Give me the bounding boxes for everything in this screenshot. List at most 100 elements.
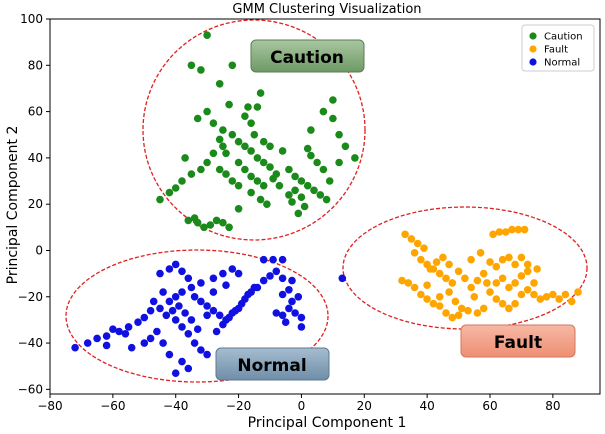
fault-point (511, 279, 519, 287)
normal-point (209, 274, 218, 283)
fault-point (451, 297, 460, 306)
caution-point (253, 103, 262, 111)
normal-point (171, 316, 180, 324)
caution-point (200, 223, 208, 232)
fault-point (530, 290, 538, 299)
fault-point (511, 299, 519, 308)
fault-point (489, 230, 497, 239)
caution-point (228, 61, 237, 70)
normal-point (209, 306, 218, 315)
fault-point (498, 274, 507, 283)
normal-point (219, 320, 227, 329)
normal-point (184, 330, 193, 338)
caution-point (215, 135, 224, 144)
normal-point (219, 269, 227, 278)
fault-point (470, 293, 479, 301)
fault-point (511, 260, 519, 269)
y-tick-label: 60 (28, 105, 43, 119)
caution-point (193, 114, 202, 123)
normal-point (297, 323, 306, 331)
caution-point (291, 172, 299, 181)
caution-point (247, 119, 255, 127)
fault-point (398, 276, 406, 285)
caution-point (319, 107, 328, 116)
x-tick-label: 0 (298, 399, 306, 413)
normal-point (178, 357, 186, 366)
normal-point (203, 350, 211, 359)
normal-point (278, 290, 287, 299)
caution-point (197, 165, 205, 174)
normal-point (278, 311, 287, 320)
normal-point (149, 297, 158, 306)
chart-title: GMM Clustering Visualization (232, 2, 421, 17)
fault-point (523, 267, 532, 276)
normal-point (278, 274, 287, 283)
caution-point (203, 107, 211, 116)
caution-point (222, 149, 230, 158)
fault-point (435, 269, 444, 278)
normal-point (228, 265, 237, 273)
caution-point (341, 142, 350, 151)
caution-point (225, 100, 233, 109)
caution-point (259, 137, 268, 146)
normal-point (168, 306, 177, 315)
fault-point (417, 255, 425, 264)
caution-point (247, 188, 255, 197)
x-tick-label: 60 (482, 399, 497, 413)
normal-point (178, 288, 186, 296)
caution-point (228, 177, 237, 185)
normal-point (83, 339, 92, 347)
caution-point (325, 177, 334, 185)
caution-point (225, 223, 233, 232)
fault-callout-box (460, 324, 576, 358)
normal-point (285, 286, 293, 294)
caution-point (288, 198, 296, 206)
normal-point (187, 316, 196, 324)
caution-point (187, 170, 196, 178)
fault-point (492, 262, 501, 271)
fault-point (492, 295, 501, 303)
normal-callout-text: Normal (237, 356, 306, 376)
normal-point (272, 309, 281, 317)
normal-point (156, 304, 164, 313)
fault-point (467, 255, 475, 264)
normal-point (102, 332, 111, 340)
legend-label: Normal (544, 58, 580, 69)
fault-point (442, 274, 450, 283)
fault-point (533, 265, 541, 273)
fault-point (501, 228, 510, 236)
legend: Caution Fault Normal (521, 24, 595, 72)
normal-point (165, 297, 174, 306)
plot-frame (49, 18, 601, 395)
caution-point (234, 205, 243, 213)
fault-point (508, 225, 516, 234)
caution-point (197, 66, 205, 74)
normal-point (187, 283, 196, 292)
fault-point (401, 230, 409, 239)
y-tick-label: −60 (18, 382, 43, 396)
y-tick-label: −40 (18, 336, 43, 350)
fault-point (429, 299, 438, 308)
fault-point (505, 304, 513, 313)
normal-point (237, 299, 246, 308)
caution-point (278, 147, 287, 155)
normal-point (159, 339, 167, 347)
fault-point (442, 309, 450, 317)
fault-point (542, 293, 551, 301)
caution-point (190, 214, 199, 222)
normal-callout: Normal (215, 347, 330, 381)
caution-point (178, 177, 186, 185)
caution-point (329, 96, 337, 104)
fault-point (417, 290, 425, 299)
caution-point (212, 216, 221, 225)
caution-point (303, 181, 312, 190)
fault-point (423, 295, 431, 303)
fault-point (486, 258, 494, 266)
caution-point (291, 186, 299, 195)
normal-point (294, 293, 303, 301)
y-tick-label: 40 (28, 151, 43, 165)
legend-marker (529, 58, 537, 66)
x-tick-label: −60 (100, 399, 125, 413)
caution-point (247, 172, 255, 181)
x-tick-label: 40 (420, 399, 435, 413)
